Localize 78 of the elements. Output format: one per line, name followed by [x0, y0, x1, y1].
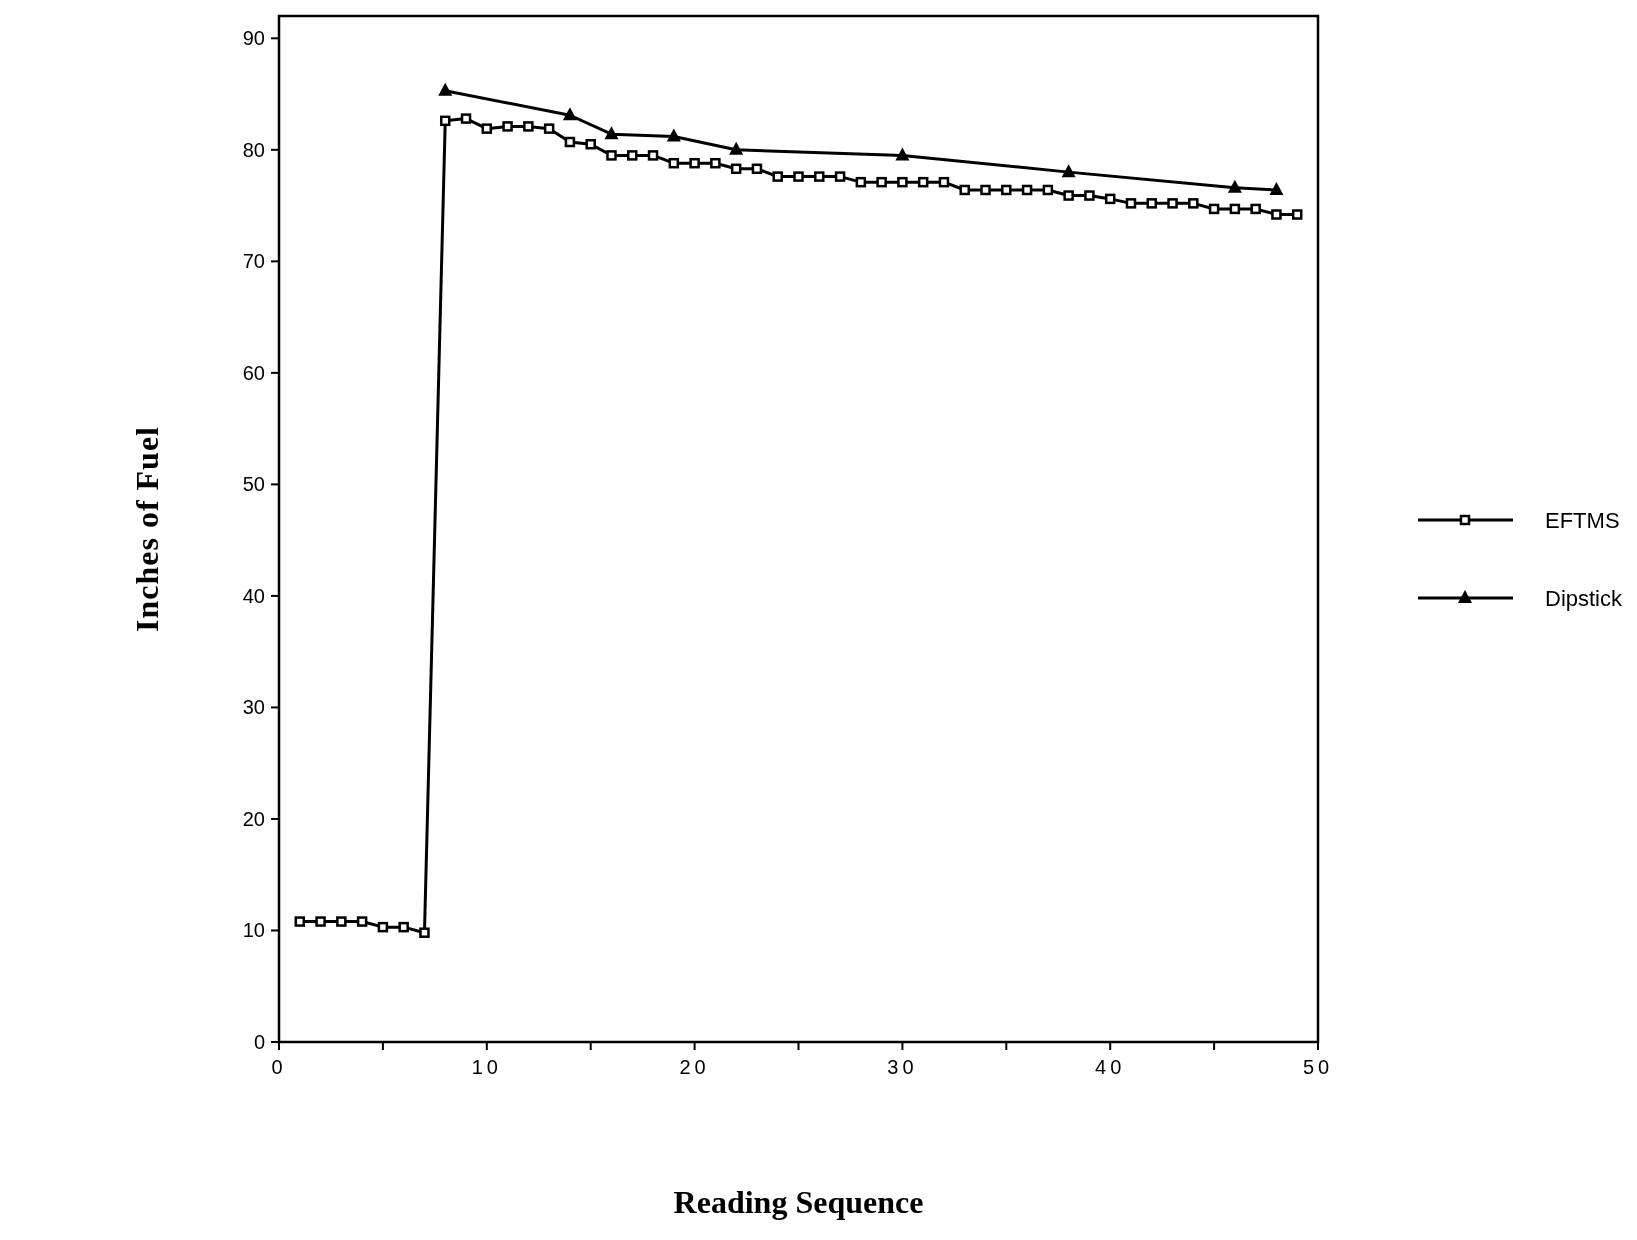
point	[1061, 164, 1076, 178]
point	[793, 171, 804, 182]
point	[356, 916, 368, 927]
point	[1167, 198, 1178, 209]
point	[460, 113, 472, 124]
point	[772, 171, 783, 182]
point	[481, 123, 493, 134]
point	[666, 128, 681, 142]
point	[751, 163, 763, 175]
point	[1001, 184, 1012, 196]
point	[855, 176, 867, 188]
point	[689, 157, 700, 169]
point	[1188, 198, 1199, 209]
x-tick-label: 30	[887, 1056, 918, 1078]
y-tick-label: 70	[242, 250, 265, 273]
point	[562, 107, 577, 121]
point	[336, 916, 347, 927]
x-tick-label: 20	[679, 1056, 710, 1078]
point	[938, 176, 950, 188]
point	[398, 921, 409, 933]
point	[729, 141, 744, 155]
point	[543, 123, 555, 134]
point	[585, 139, 596, 150]
point	[502, 121, 513, 132]
point	[1063, 190, 1074, 201]
y-axis-title: Inches of Fuel	[129, 426, 165, 632]
y-tick-label: 10	[242, 919, 265, 942]
point	[1271, 209, 1282, 220]
point	[814, 171, 825, 182]
point	[897, 176, 908, 188]
point	[895, 147, 910, 161]
point	[1146, 198, 1158, 209]
y-tick-label: 90	[242, 27, 265, 50]
point	[438, 82, 453, 96]
x-tick-label: 40	[1095, 1056, 1126, 1078]
point	[315, 916, 326, 927]
point	[377, 921, 389, 933]
y-tick-label: 0	[253, 1031, 265, 1053]
legend-label: Dipstick	[1545, 585, 1624, 611]
point	[917, 176, 929, 188]
point	[419, 927, 430, 938]
point	[1269, 181, 1284, 195]
point	[730, 163, 742, 175]
point	[294, 916, 306, 927]
y-tick-label: 40	[242, 584, 265, 607]
point	[876, 176, 887, 188]
point	[1084, 190, 1095, 201]
point	[668, 157, 680, 169]
point	[606, 150, 617, 161]
legend-label: EFTMS	[1545, 507, 1620, 533]
y-tick-label: 20	[242, 807, 265, 830]
point	[604, 126, 619, 140]
point	[439, 115, 451, 127]
point	[1227, 179, 1242, 193]
point	[647, 150, 659, 161]
point	[1021, 184, 1033, 196]
y-tick-label: 50	[242, 473, 265, 496]
x-axis-title: Reading Sequence	[673, 1184, 924, 1220]
y-tick-label: 30	[242, 696, 265, 719]
x-tick-label: 10	[471, 1056, 502, 1078]
y-tick-label: 60	[242, 361, 265, 384]
point	[834, 171, 846, 182]
point	[959, 184, 970, 196]
point	[523, 121, 534, 132]
point	[1104, 193, 1116, 205]
x-tick-label: 50	[1302, 1056, 1334, 1078]
point	[980, 184, 991, 196]
point	[1229, 203, 1241, 215]
point	[710, 157, 721, 169]
point	[627, 150, 638, 161]
y-tick-label: 80	[242, 138, 265, 161]
point	[1125, 198, 1137, 209]
point	[1208, 203, 1220, 215]
point	[1291, 209, 1303, 220]
point	[1250, 203, 1261, 215]
x-tick-label: 0	[271, 1056, 287, 1078]
point	[1042, 184, 1054, 196]
point	[564, 136, 576, 148]
